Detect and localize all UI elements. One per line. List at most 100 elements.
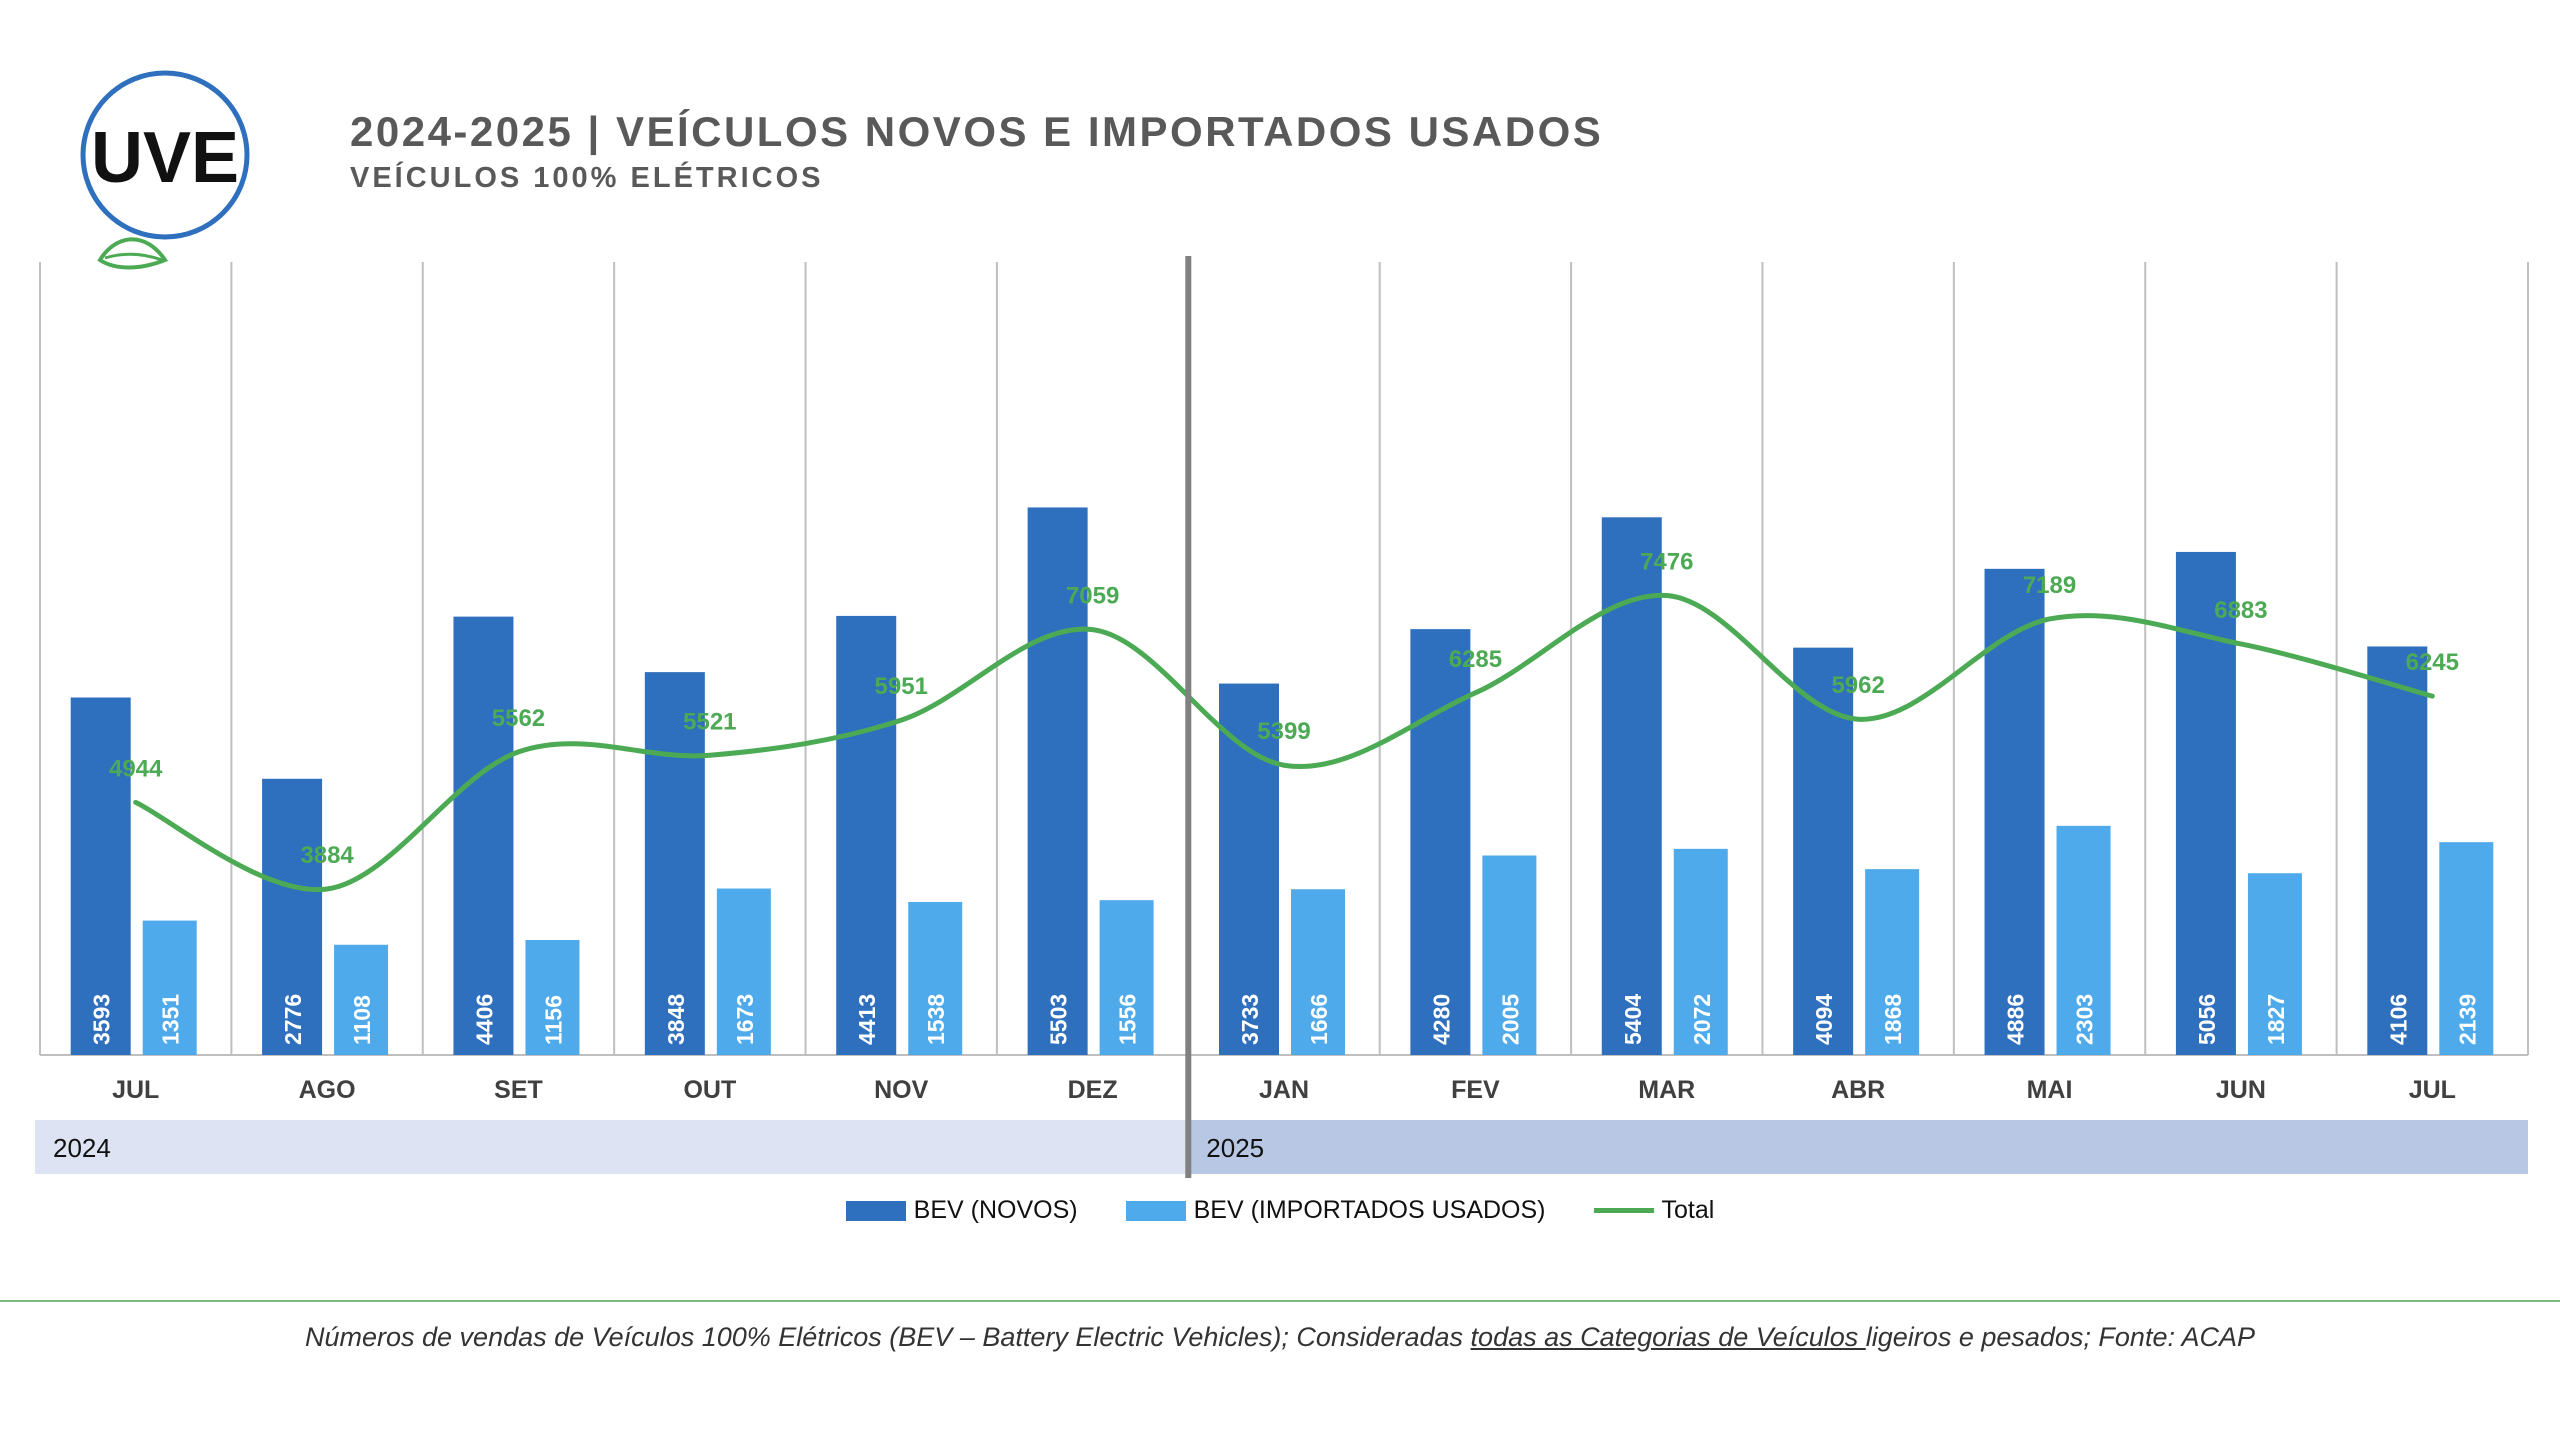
data-label-bev-usados: 1538 xyxy=(923,994,949,1045)
data-label-bev-novos: 5056 xyxy=(2194,994,2220,1045)
data-label-bev-usados: 2139 xyxy=(2454,994,2480,1045)
data-label-bev-novos: 3593 xyxy=(89,994,115,1045)
bar-bev-novos xyxy=(262,778,323,1055)
data-label-bev-novos: 4413 xyxy=(854,994,880,1045)
bar-bev-usados xyxy=(142,920,197,1055)
data-label-bev-usados: 1556 xyxy=(1115,994,1141,1045)
data-label-bev-usados: 2072 xyxy=(1689,994,1715,1045)
data-label-total: 7059 xyxy=(1066,583,1119,610)
bar-bev-usados xyxy=(2439,842,2494,1055)
data-label-bev-usados: 1827 xyxy=(2263,994,2289,1045)
bar-bev-novos xyxy=(1219,683,1279,1055)
data-label-bev-usados: 2303 xyxy=(2072,994,2098,1045)
data-label-bev-novos: 3848 xyxy=(663,994,689,1045)
data-label-total: 5962 xyxy=(1831,672,1884,699)
bar-bev-novos xyxy=(1410,629,1471,1055)
x-tick-label: JUL xyxy=(2409,1076,2456,1104)
bar-bev-usados xyxy=(1673,848,1728,1055)
legend-swatch xyxy=(1125,1200,1186,1221)
bar-bev-novos xyxy=(1027,507,1088,1055)
x-tick-label: OUT xyxy=(683,1076,736,1104)
chart-subtitle: VEÍCULOS 100% ELÉTRICOS xyxy=(350,162,824,194)
data-label-bev-novos: 3733 xyxy=(1237,994,1263,1045)
bar-bev-novos xyxy=(1984,568,2045,1055)
legend-label: Total xyxy=(1661,1196,1715,1224)
x-tick-label: NOV xyxy=(874,1076,929,1104)
bar-bev-usados xyxy=(525,939,580,1055)
logo-circle xyxy=(80,70,250,240)
data-label-total: 5521 xyxy=(683,708,736,735)
bar-bev-usados xyxy=(2056,825,2111,1055)
chart-title: 2024-2025 | VEÍCULOS NOVOS E IMPORTADOS … xyxy=(350,108,1604,155)
bar-bev-usados xyxy=(908,901,963,1055)
data-label-total: 4944 xyxy=(109,755,163,782)
line-total xyxy=(133,593,2435,893)
x-tick-label: JUN xyxy=(2216,1076,2266,1104)
legend-label: BEV (IMPORTADOS USADOS) xyxy=(1193,1196,1546,1224)
x-tick-label: AGO xyxy=(299,1076,356,1104)
logo-text: UVE xyxy=(91,118,239,198)
bar-bev-novos xyxy=(2175,551,2236,1055)
data-label-bev-novos: 5404 xyxy=(1620,994,1646,1045)
data-label-total: 7476 xyxy=(1640,549,1693,576)
data-label-total: 3884 xyxy=(300,842,354,869)
bar-bev-novos xyxy=(2367,646,2428,1055)
bar-bev-usados xyxy=(1099,900,1154,1055)
data-label-bev-novos: 4886 xyxy=(2003,994,2029,1045)
year-label: 2025 xyxy=(1206,1133,1264,1163)
data-label-bev-novos: 5503 xyxy=(1046,994,1072,1045)
data-label-total: 5951 xyxy=(875,673,928,700)
legend-item-bev-novos: BEV (NOVOS) xyxy=(845,1196,1078,1225)
data-label-total: 6285 xyxy=(1449,646,1502,673)
x-tick-label: MAR xyxy=(1638,1076,1695,1104)
bar-bev-usados xyxy=(1482,855,1537,1055)
logo-leaf xyxy=(97,237,169,270)
legend-swatch xyxy=(845,1200,906,1221)
data-label-bev-novos: 4280 xyxy=(1428,994,1454,1045)
data-label-bev-usados: 1108 xyxy=(349,995,375,1045)
year-label: 2024 xyxy=(53,1133,111,1163)
bar-bev-usados xyxy=(1291,889,1345,1055)
x-tick-label: SET xyxy=(494,1076,543,1104)
data-label-bev-novos: 4406 xyxy=(471,994,497,1045)
legend-item-bev-usados: BEV (IMPORTADOS USADOS) xyxy=(1125,1196,1546,1225)
legend-swatch xyxy=(1593,1208,1654,1213)
bar-bev-novos xyxy=(70,697,131,1055)
x-tick-label: ABR xyxy=(1831,1076,1885,1104)
legend: BEV (NOVOS) BEV (IMPORTADOS USADOS) Tota… xyxy=(0,1196,2560,1225)
bar-bev-novos xyxy=(644,672,705,1055)
x-tick-label: FEV xyxy=(1451,1076,1500,1104)
x-tick-label: MAI xyxy=(2027,1076,2073,1104)
footnote-underlined: todas as Categorias de Veículos xyxy=(1470,1322,1866,1352)
footnote: Números de vendas de Veículos 100% Elétr… xyxy=(304,1322,2255,1352)
data-label-total: 5562 xyxy=(492,705,545,732)
data-label-bev-usados: 1868 xyxy=(1880,994,1906,1045)
x-tick-label: DEZ xyxy=(1068,1076,1118,1104)
bar-bev-usados xyxy=(716,888,771,1055)
bar-bev-usados xyxy=(2247,873,2302,1055)
data-label-bev-novos: 2776 xyxy=(280,994,306,1045)
bar-bev-novos xyxy=(836,615,897,1055)
data-label-bev-usados: 1673 xyxy=(732,994,758,1045)
x-tick-label: JAN xyxy=(1259,1076,1309,1104)
bar-bev-usados xyxy=(1865,869,1920,1055)
data-label-bev-usados: 1351 xyxy=(158,994,184,1045)
year-band xyxy=(35,1120,1189,1174)
data-label-bev-novos: 4106 xyxy=(2385,994,2411,1045)
data-label-bev-usados: 1666 xyxy=(1306,994,1332,1045)
bar-bev-novos xyxy=(453,616,514,1055)
data-label-bev-usados: 2005 xyxy=(1497,994,1523,1045)
x-tick-label: JUL xyxy=(112,1076,159,1104)
data-label-bev-usados: 1156 xyxy=(540,995,566,1045)
data-label-total: 6883 xyxy=(2214,597,2267,624)
footer-divider xyxy=(0,1300,2560,1302)
data-label-total: 5399 xyxy=(1257,718,1310,745)
year-band xyxy=(1188,1120,2528,1174)
data-label-total: 6245 xyxy=(2406,649,2459,676)
data-label-total: 7189 xyxy=(2023,572,2076,599)
legend-label: BEV (NOVOS) xyxy=(913,1196,1078,1224)
data-label-bev-novos: 4094 xyxy=(1811,994,1837,1045)
bar-bev-usados xyxy=(334,944,389,1055)
uve-logo: UVE xyxy=(80,70,250,270)
